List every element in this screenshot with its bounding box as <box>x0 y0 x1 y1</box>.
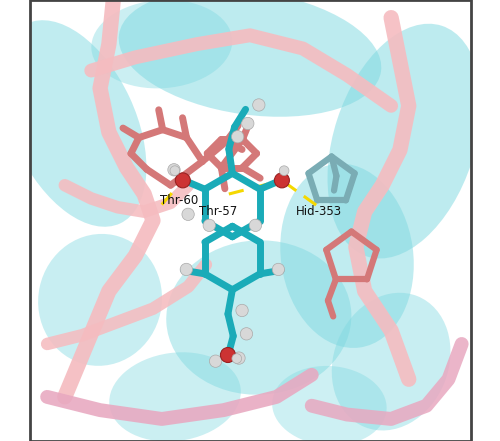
Circle shape <box>232 354 241 363</box>
Ellipse shape <box>280 164 414 348</box>
Circle shape <box>210 355 222 367</box>
Circle shape <box>180 263 192 276</box>
Ellipse shape <box>332 293 450 430</box>
Ellipse shape <box>109 352 241 441</box>
Ellipse shape <box>272 366 386 441</box>
Text: Hid-353: Hid-353 <box>296 205 343 218</box>
Circle shape <box>242 117 254 130</box>
Circle shape <box>168 164 180 176</box>
Circle shape <box>280 166 289 176</box>
Text: Thr-60: Thr-60 <box>160 194 198 207</box>
Ellipse shape <box>166 240 352 395</box>
Circle shape <box>233 352 245 364</box>
Ellipse shape <box>328 24 481 258</box>
Circle shape <box>220 348 236 363</box>
Circle shape <box>272 263 284 276</box>
Circle shape <box>252 99 265 111</box>
Circle shape <box>232 131 244 143</box>
Ellipse shape <box>118 0 382 117</box>
Circle shape <box>236 304 248 317</box>
Circle shape <box>176 173 190 188</box>
Circle shape <box>250 219 262 232</box>
Circle shape <box>170 166 179 176</box>
Circle shape <box>203 219 215 232</box>
Circle shape <box>182 208 194 220</box>
Circle shape <box>240 328 252 340</box>
Ellipse shape <box>1 20 146 227</box>
Ellipse shape <box>92 0 232 88</box>
Text: Thr-57: Thr-57 <box>200 205 237 218</box>
Ellipse shape <box>38 234 162 366</box>
Circle shape <box>274 173 289 188</box>
